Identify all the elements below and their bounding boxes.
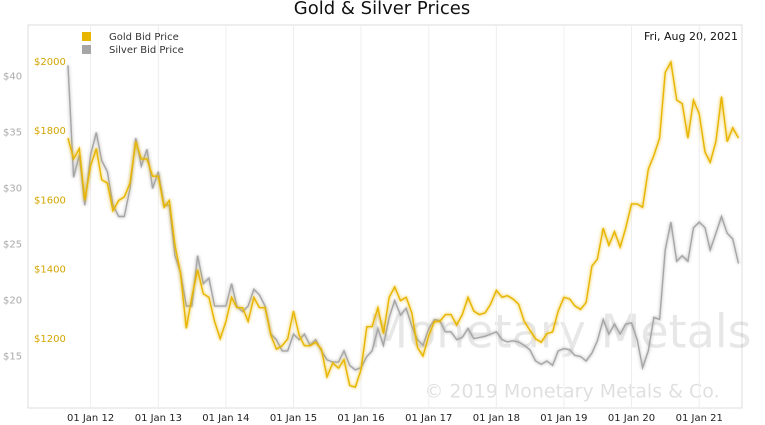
x-tick-label: 01 Jan 14: [202, 413, 249, 424]
plot-frame: [27, 24, 743, 409]
x-tick-label: 01 Jan 19: [540, 413, 587, 424]
y-tick-label: $1600: [34, 195, 66, 206]
legend-swatch: [82, 45, 91, 54]
copyright: © 2019 Monetary Metals & Co.: [424, 381, 719, 403]
x-tick-label: 01 Jan 20: [608, 413, 655, 424]
chart-title: Gold & Silver Prices: [294, 0, 470, 19]
x-tick-label: 01 Jan 16: [337, 413, 384, 424]
x-tick-label: 01 Jan 15: [270, 413, 317, 424]
y-tick-label: $1800: [34, 126, 66, 137]
x-tick-label: 01 Jan 13: [135, 413, 182, 424]
date-label: Fri, Aug 20, 2021: [644, 30, 738, 43]
series-line: [67, 59, 740, 389]
x-tick-label: 01 Jan 17: [405, 413, 452, 424]
legend-label: Gold Bid Price: [109, 32, 179, 43]
y-tick-label: $1400: [34, 265, 66, 276]
y2-tick-label: $30: [3, 184, 22, 195]
legend-swatch: [82, 32, 91, 41]
y-tick-label: $1200: [34, 334, 66, 345]
x-tick-label: 01 Jan 18: [473, 413, 520, 424]
y2-tick-label: $40: [3, 72, 22, 83]
y2-tick-label: $20: [3, 295, 22, 306]
y2-tick-label: $35: [3, 128, 22, 139]
x-tick-label: 01 Jan 12: [67, 413, 114, 424]
y2-tick-label: $25: [3, 239, 22, 250]
y2-tick-label: $15: [3, 351, 22, 362]
legend-label: Silver Bid Price: [109, 45, 184, 56]
y-tick-label: $2000: [34, 57, 66, 68]
x-tick-label: 01 Jan 21: [676, 413, 723, 424]
